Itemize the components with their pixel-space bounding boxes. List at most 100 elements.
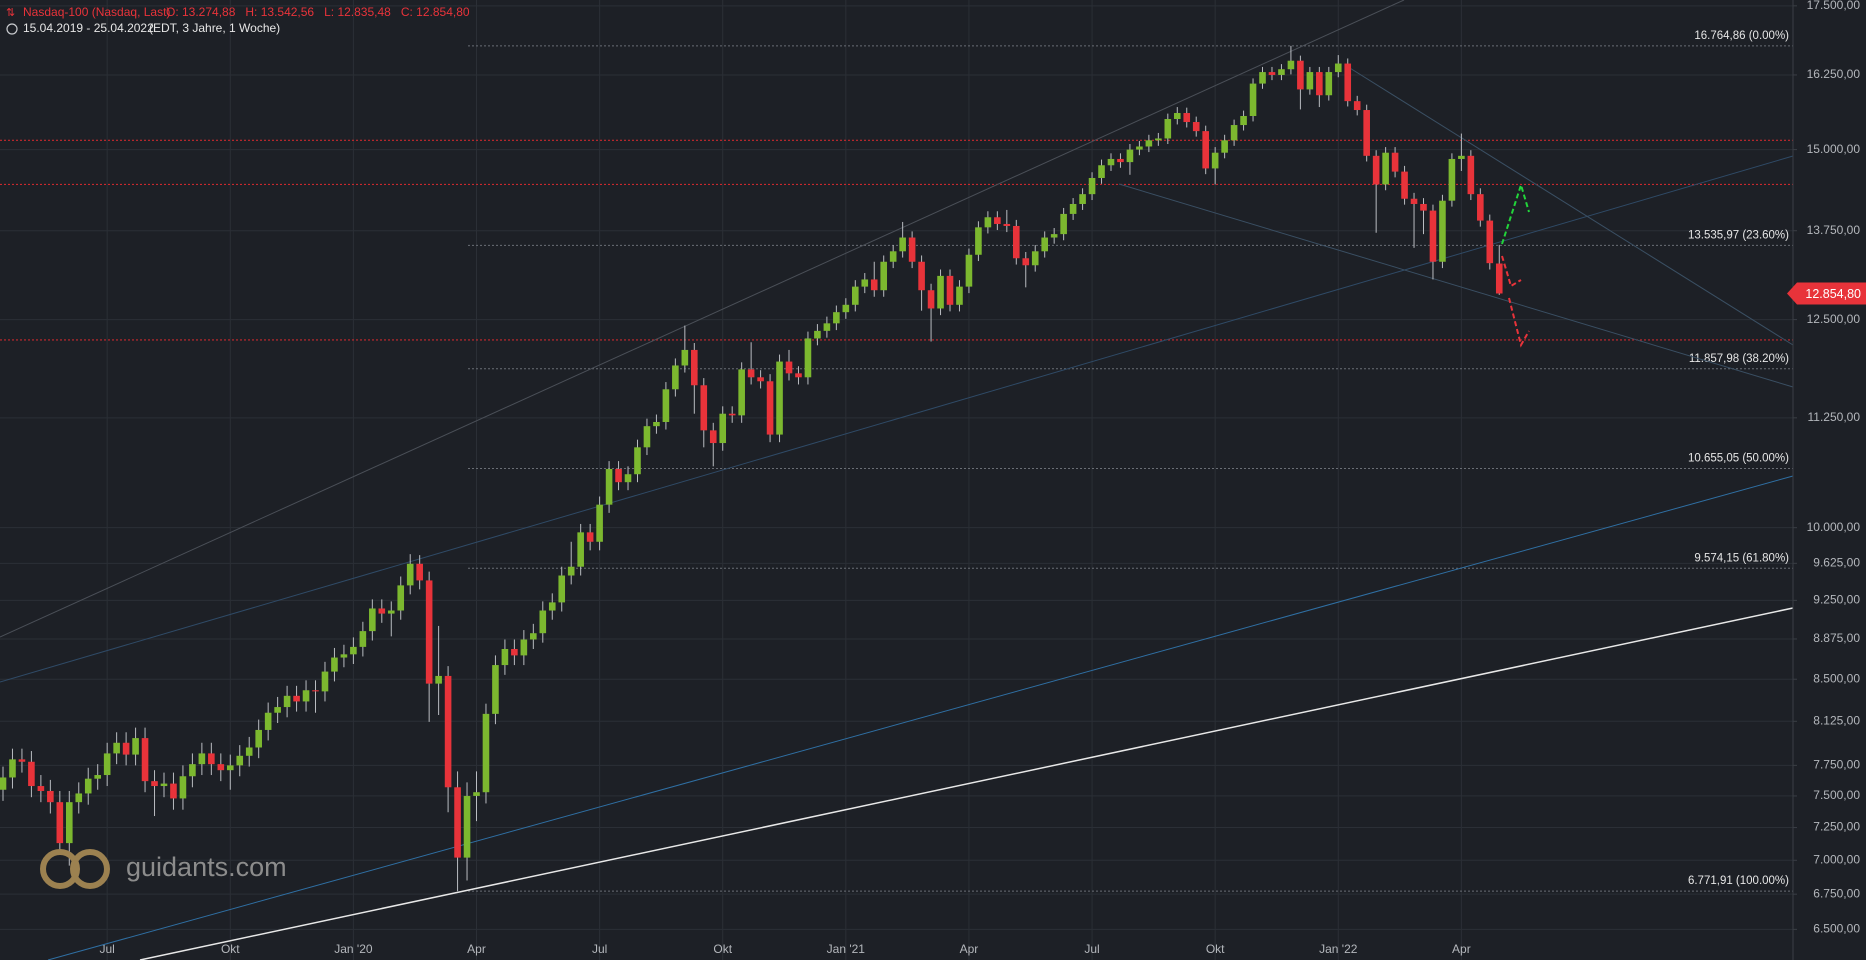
y-tick-label: 17.500,00 bbox=[1807, 0, 1861, 12]
candle-body bbox=[1117, 158, 1124, 163]
candle-body bbox=[1069, 203, 1077, 214]
x-tick-label: Okt bbox=[1206, 942, 1225, 956]
y-tick-label: 7.250,00 bbox=[1813, 820, 1860, 834]
candle-body bbox=[1249, 83, 1257, 117]
candles bbox=[0, 45, 1503, 892]
candle-body bbox=[880, 261, 888, 291]
y-tick-label: 7.500,00 bbox=[1813, 788, 1860, 802]
candle-body bbox=[302, 690, 310, 702]
x-tick-label: Okt bbox=[221, 942, 240, 956]
candle-body bbox=[634, 447, 641, 475]
candle-body bbox=[1098, 165, 1105, 178]
candle-body bbox=[1306, 72, 1314, 90]
candle-body bbox=[170, 783, 177, 799]
candle-body bbox=[738, 369, 745, 416]
candle-body bbox=[208, 753, 215, 765]
candle-body bbox=[1230, 125, 1238, 141]
candle-body bbox=[833, 312, 840, 324]
x-tick-label: Jul bbox=[1084, 942, 1099, 956]
candle-body bbox=[1401, 171, 1408, 199]
y-tick-label: 8.500,00 bbox=[1813, 671, 1860, 685]
trend-lines bbox=[0, 0, 1794, 960]
candle-body bbox=[1164, 119, 1172, 139]
candle-body bbox=[1126, 149, 1134, 163]
candle-body bbox=[416, 563, 423, 581]
candle-body bbox=[245, 747, 253, 756]
logo-ring bbox=[40, 849, 80, 889]
candle-body bbox=[870, 279, 878, 291]
instrument-icon: ⇅ bbox=[6, 7, 15, 19]
candle-body bbox=[444, 675, 452, 788]
candle-body bbox=[823, 323, 831, 331]
candle-body bbox=[615, 468, 622, 483]
arrow-down bbox=[1501, 255, 1522, 288]
y-tick-label: 15.000,00 bbox=[1807, 142, 1861, 156]
candle-body bbox=[946, 275, 954, 305]
chart-info: (EDT, 3 Jahre, 1 Woche) bbox=[149, 21, 280, 35]
candle-body bbox=[1221, 140, 1228, 153]
candle-body bbox=[132, 738, 139, 755]
candle-body bbox=[1372, 155, 1380, 185]
trend-line bbox=[1344, 64, 1794, 346]
arrow-down bbox=[1508, 297, 1530, 348]
candle-body bbox=[795, 373, 802, 378]
candle-body bbox=[1012, 225, 1020, 259]
candle-body bbox=[567, 566, 575, 576]
projection-arrows bbox=[1501, 181, 1530, 348]
candle-body bbox=[662, 389, 670, 422]
candle-body bbox=[1050, 234, 1058, 238]
clock-icon bbox=[6, 23, 18, 35]
y-tick-label: 11.250,00 bbox=[1808, 410, 1861, 424]
candle-body bbox=[1107, 158, 1115, 166]
x-tick-label: Jul bbox=[99, 942, 114, 956]
candle-body bbox=[1448, 158, 1456, 201]
candle-body bbox=[530, 633, 537, 640]
candle-body bbox=[198, 753, 206, 765]
candle-body bbox=[1334, 63, 1342, 73]
arrow-up bbox=[1501, 181, 1530, 245]
candle-body bbox=[1316, 72, 1323, 96]
candle-body bbox=[1031, 251, 1039, 266]
candle-body bbox=[757, 377, 764, 382]
candle-body bbox=[1268, 72, 1276, 75]
candle-body bbox=[747, 369, 755, 378]
candle-body bbox=[1420, 203, 1427, 211]
candle-body bbox=[842, 304, 850, 313]
header: ⇅ Nasdaq-100 (Nasdaq, Last) O: 13.274,88… bbox=[6, 5, 470, 35]
candle-body bbox=[283, 695, 291, 708]
candle-body bbox=[804, 338, 812, 378]
candle-body bbox=[255, 729, 262, 748]
candle-body bbox=[681, 349, 689, 366]
candle-body bbox=[653, 421, 660, 427]
candle-body bbox=[776, 361, 783, 435]
candle-body bbox=[226, 765, 234, 771]
candle-body bbox=[189, 764, 196, 777]
trend-line bbox=[47, 475, 1794, 960]
candle-body bbox=[1079, 194, 1086, 204]
candle-body bbox=[387, 610, 395, 614]
fib-label: 9.574,15 (61.80%) bbox=[1694, 552, 1789, 564]
candle-body bbox=[520, 639, 528, 656]
x-tick-label: Apr bbox=[960, 942, 979, 956]
candle-body bbox=[672, 365, 679, 390]
candle-body bbox=[473, 792, 480, 796]
candle-body bbox=[84, 778, 92, 794]
candle-body bbox=[956, 286, 963, 305]
candle-body bbox=[852, 286, 859, 305]
candle-body bbox=[463, 795, 471, 858]
candle-body bbox=[501, 649, 509, 666]
candle-body bbox=[274, 707, 281, 713]
candle-body bbox=[965, 254, 973, 287]
candle-body bbox=[103, 753, 111, 776]
candle-body bbox=[369, 608, 376, 632]
candle-body bbox=[331, 657, 338, 672]
x-tick-label: Okt bbox=[713, 942, 732, 956]
candle-body bbox=[1060, 213, 1067, 235]
candle-body bbox=[482, 713, 490, 793]
candle-body bbox=[1183, 113, 1191, 123]
y-tick-label: 8.125,00 bbox=[1813, 713, 1860, 727]
instrument: Nasdaq-100 (Nasdaq, Last) bbox=[23, 5, 170, 19]
y-tick-label: 6.500,00 bbox=[1813, 922, 1860, 936]
watermark: guidants.com bbox=[40, 849, 287, 889]
